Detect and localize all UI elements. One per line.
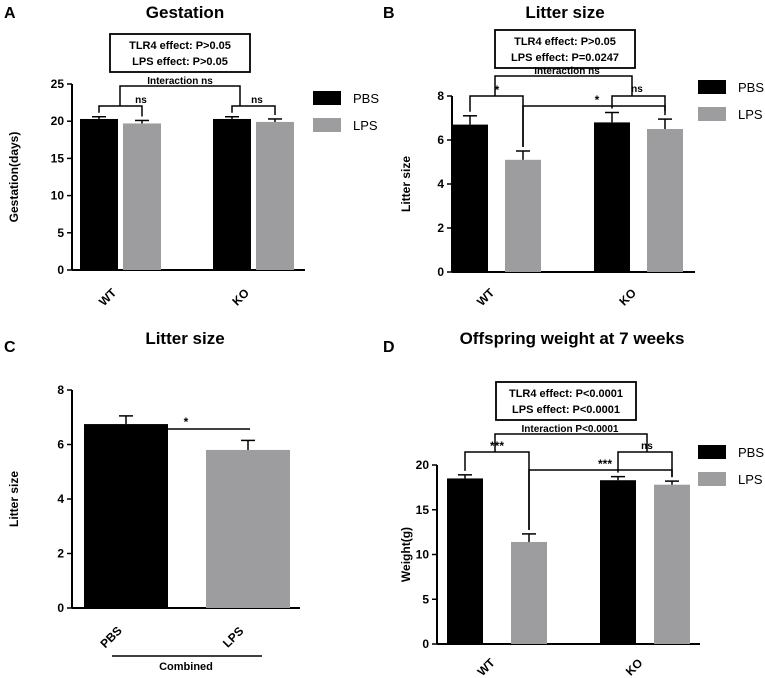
y-tick-label: 2 <box>57 547 64 561</box>
significance-mark: * <box>184 415 189 429</box>
bar <box>256 121 294 270</box>
panel-title: Offspring weight at 7 weeks <box>460 329 685 348</box>
legend-swatch-pbs <box>698 80 726 94</box>
stats-box-line: LPS effect: P=0.0247 <box>511 52 619 64</box>
panel-letter: C <box>4 339 16 356</box>
x-category-label: KO <box>616 286 639 309</box>
stats-box <box>109 33 251 73</box>
bar <box>206 449 290 608</box>
y-tick-label: 4 <box>437 177 444 191</box>
stats-box-line: LPS effect: P>0.05 <box>132 56 228 68</box>
significance-bracket <box>231 105 276 115</box>
y-tick-label: 6 <box>437 133 444 147</box>
interaction-bracket <box>494 75 633 96</box>
x-category-label: LPS <box>220 624 246 650</box>
significance-bracket <box>528 469 673 530</box>
significance-bracket <box>617 451 673 478</box>
y-tick-label: 15 <box>416 503 430 517</box>
legend-label-lps: LPS <box>738 472 763 487</box>
stats-box-line: TLR4 effect: P>0.05 <box>129 40 231 52</box>
y-tick-label: 20 <box>51 114 65 128</box>
panel-title: Gestation <box>146 3 224 22</box>
interaction-label: Interaction ns <box>147 76 213 87</box>
stats-box-line: TLR4 effect: P<0.0001 <box>509 388 623 400</box>
y-tick-label: 10 <box>51 189 65 203</box>
legend-label-pbs: PBS <box>353 91 379 106</box>
y-tick-label: 2 <box>437 221 444 235</box>
y-axis-label: Weight(g) <box>399 527 413 582</box>
bar <box>80 118 118 270</box>
bar <box>647 129 683 272</box>
significance-mark: ns <box>631 84 643 95</box>
bar <box>213 118 251 270</box>
significance-mark: ns <box>135 95 147 106</box>
y-tick-label: 5 <box>57 226 64 240</box>
y-tick-label: 0 <box>57 263 64 277</box>
y-tick-label: 25 <box>51 77 65 91</box>
bar <box>447 478 483 644</box>
interaction-label: Interaction P<0.0001 <box>522 424 619 435</box>
y-tick-label: 10 <box>416 548 430 562</box>
significance-mark: ns <box>251 95 263 106</box>
x-category-label: WT <box>474 285 498 309</box>
bar <box>123 123 161 270</box>
x-category-label: WT <box>475 655 499 678</box>
panel-title: Litter size <box>525 3 604 22</box>
significance-mark: *** <box>490 439 504 453</box>
interaction-bracket <box>119 85 241 106</box>
panel-letter: B <box>383 5 395 22</box>
legend-swatch-lps <box>698 472 726 486</box>
significance-mark: *** <box>598 457 612 471</box>
y-tick-label: 5 <box>422 592 429 606</box>
panel-letter: A <box>4 5 16 22</box>
y-tick-label: 4 <box>57 492 64 506</box>
x-category-label: KO <box>623 656 646 678</box>
bar <box>654 484 690 644</box>
significance-mark: * <box>495 83 500 97</box>
legend-swatch-pbs <box>698 445 726 459</box>
legend-swatch-lps <box>698 107 726 121</box>
significance-mark: * <box>595 93 600 107</box>
y-axis-label: Gestation(days) <box>7 132 21 223</box>
legend-swatch-lps <box>313 118 341 132</box>
stats-box <box>494 29 636 69</box>
y-tick-label: 8 <box>437 89 444 103</box>
stats-box <box>495 381 637 421</box>
bar <box>452 124 488 272</box>
legend-label-pbs: PBS <box>738 80 764 95</box>
bar <box>511 541 547 644</box>
y-tick-label: 0 <box>57 601 64 615</box>
significance-bracket <box>522 105 666 147</box>
interaction-bracket <box>494 433 648 452</box>
bar <box>84 424 168 608</box>
legend-label-lps: LPS <box>353 118 378 133</box>
y-axis-label: Litter size <box>7 471 21 527</box>
y-tick-label: 15 <box>51 151 65 165</box>
stats-box-line: LPS effect: P<0.0001 <box>512 404 620 416</box>
y-tick-label: 8 <box>57 383 64 397</box>
legend-label-pbs: PBS <box>738 445 764 460</box>
x-category-label: PBS <box>97 623 124 650</box>
bar <box>600 480 636 644</box>
bar <box>505 159 541 272</box>
y-axis-label: Litter size <box>399 156 413 212</box>
legend-label-lps: LPS <box>738 107 763 122</box>
y-tick-label: 0 <box>437 265 444 279</box>
y-tick-label: 20 <box>416 458 430 472</box>
stats-box-line: TLR4 effect: P>0.05 <box>514 36 616 48</box>
y-tick-label: 0 <box>422 637 429 651</box>
x-category-label: KO <box>229 286 252 309</box>
significance-bracket <box>98 105 143 117</box>
panel-letter: D <box>383 339 395 356</box>
panel-title: Litter size <box>145 329 224 348</box>
interaction-label: Interaction ns <box>534 66 600 77</box>
y-tick-label: 6 <box>57 438 64 452</box>
x-axis-label: Combined <box>159 661 213 673</box>
bar <box>594 122 630 273</box>
legend-swatch-pbs <box>313 91 341 105</box>
x-category-label: WT <box>96 285 120 309</box>
